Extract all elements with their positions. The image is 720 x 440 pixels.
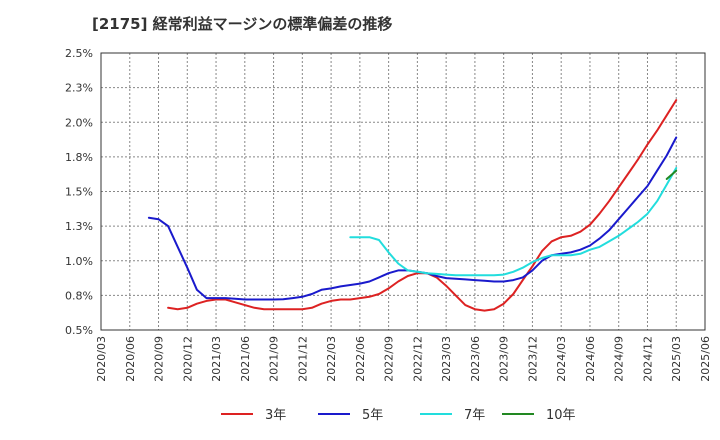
series-lines (147, 99, 678, 312)
legend-label: 7年 (464, 408, 485, 423)
x-tick-label: 2022/06 (354, 336, 367, 382)
x-tick-label: 2022/09 (383, 336, 396, 382)
x-tick-label: 2023/12 (526, 336, 539, 382)
grid-y (101, 87, 705, 296)
y-tick-label: 0.8% (65, 289, 93, 302)
y-tick-label: 2.3% (65, 82, 93, 95)
x-tick-label: 2023/06 (469, 336, 482, 382)
x-tick-label: 2024/09 (613, 336, 626, 382)
y-tick-label: 2.5% (65, 47, 93, 60)
x-tick-label: 2025/03 (670, 336, 683, 382)
x-tick-label: 2024/06 (584, 336, 597, 382)
x-tick-label: 2020/06 (124, 336, 137, 382)
series-line-4 (665, 169, 678, 180)
x-tick-label: 2022/03 (325, 336, 338, 382)
y-axis-ticks: 0.5% 0.8% 1.0% 1.3% 1.5% 1.8% 2.0% 2.3% 2.5% (65, 47, 93, 337)
y-tick-label: 1.3% (65, 220, 93, 233)
x-tick-label: 2021/09 (268, 336, 281, 382)
x-tick-label: 2024/12 (641, 336, 654, 382)
y-tick-label: 0.5% (65, 324, 93, 337)
x-tick-label: 2020/12 (181, 336, 194, 382)
x-tick-label: 2023/03 (440, 336, 453, 382)
plot-frame (100, 52, 706, 331)
x-tick-label: 2025/06 (699, 336, 712, 382)
legend: 3年 5年 7年 10年 (221, 408, 576, 423)
y-tick-label: 1.0% (65, 255, 93, 268)
y-tick-label: 2.0% (65, 116, 93, 129)
x-tick-label: 2021/12 (296, 336, 309, 382)
x-tick-label: 2023/09 (498, 336, 511, 382)
legend-label: 10年 (546, 408, 576, 423)
legend-label: 3年 (265, 408, 286, 423)
y-tick-label: 1.8% (65, 151, 93, 164)
x-tick-label: 2022/12 (411, 336, 424, 382)
x-tick-label: 2021/03 (210, 336, 223, 382)
x-tick-label: 2024/03 (555, 336, 568, 382)
series-line-3 (349, 167, 678, 277)
x-tick-label: 2020/03 (95, 336, 108, 382)
legend-label: 5年 (362, 408, 383, 423)
y-tick-label: 1.5% (65, 186, 93, 199)
x-tick-label: 2020/09 (153, 336, 166, 382)
chart-title: [2175] 経常利益マージンの標準偏差の推移 (92, 15, 393, 33)
x-axis-ticks: 2020/03 2020/06 2020/09 2020/12 2021/03 2021/… (95, 336, 712, 382)
x-tick-label: 2021/06 (239, 336, 252, 382)
